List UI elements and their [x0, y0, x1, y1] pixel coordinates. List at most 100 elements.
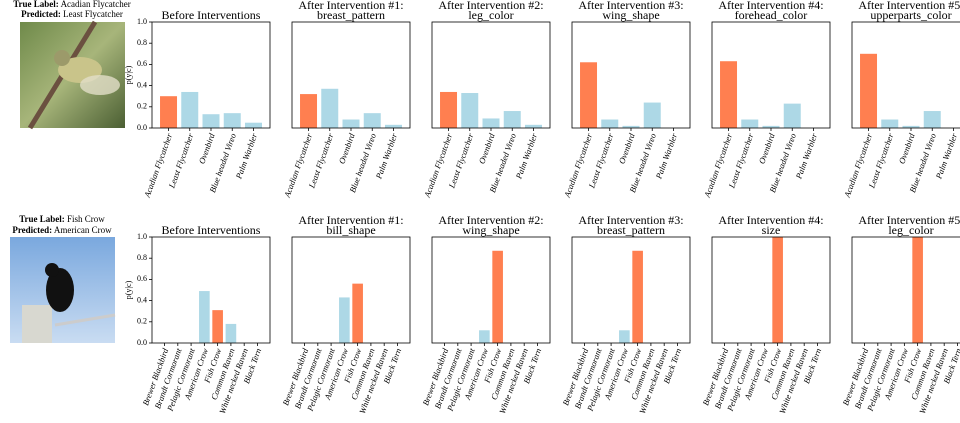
x-tick-label: Acadian Flycatcher: [841, 131, 874, 199]
bar: [902, 125, 920, 128]
y-tick-label: 0.0: [137, 123, 147, 132]
caption-key: True Label:: [19, 214, 65, 224]
chart-subtitle: forehead_color: [735, 8, 808, 22]
x-tick-label: Acadian Flycatcher: [561, 131, 594, 199]
caption-key: Predicted:: [21, 9, 61, 19]
chart-title: After Intervention #4:: [718, 213, 823, 227]
bar: [300, 94, 318, 128]
chart-title: After Intervention #5:: [858, 213, 960, 227]
bar: [352, 283, 363, 343]
chart-subtitle: upperparts_color: [870, 8, 951, 22]
bar: [741, 119, 759, 128]
bar: [225, 323, 237, 343]
x-tick-label: Palm Warbler: [513, 131, 539, 181]
y-tick-label: 0.2: [137, 317, 147, 326]
chart-title: After Intervention #5:: [858, 0, 960, 12]
plot-frame: [851, 236, 960, 344]
bar: [643, 102, 661, 128]
caption-key: True Label:: [13, 0, 59, 9]
predicted-label: Predicted: American Crow: [12, 225, 112, 235]
bar: [881, 119, 899, 128]
plot-frame: [431, 236, 551, 344]
bird-photo: [20, 20, 125, 130]
y-tick-label: 0.6: [137, 274, 147, 283]
plot-frame: [431, 21, 551, 129]
chart-title: Before Interventions: [162, 8, 261, 22]
chart-subtitle: wing_shape: [462, 223, 519, 237]
bar: [622, 125, 640, 128]
x-tick-label: Palm Warbler: [373, 131, 399, 181]
x-tick-label: Acadian Flycatcher: [281, 131, 314, 199]
bar: [440, 91, 458, 128]
chart-title: After Intervention #1:: [298, 0, 403, 12]
y-tick-label: 0.2: [137, 102, 147, 111]
bar: [772, 237, 783, 343]
bar: [762, 125, 780, 128]
x-tick-label: Ovenbird: [616, 131, 637, 165]
bar: [492, 250, 503, 343]
bar: [199, 291, 210, 343]
bar: [720, 61, 738, 128]
plot-frame: [711, 21, 831, 129]
bar: [363, 113, 381, 128]
chart-title: After Intervention #2:: [438, 0, 543, 12]
chart-title: Before Interventions: [162, 223, 261, 237]
x-tick-label: Ovenbird: [756, 131, 777, 165]
caption-value: American Crow: [54, 225, 112, 235]
chart-title: After Intervention #2:: [438, 213, 543, 227]
bar: [339, 297, 350, 343]
bar: [482, 118, 500, 128]
bar: [244, 122, 262, 128]
bar: [912, 237, 923, 343]
plot-frame: [571, 236, 691, 344]
bar: [860, 53, 878, 128]
bar: [601, 119, 619, 128]
chart-subtitle: breast_pattern: [317, 8, 385, 22]
bar: [223, 113, 241, 128]
y-tick-label: 0.8: [137, 38, 147, 47]
plot-frame: [151, 21, 271, 129]
bird-photo: [10, 237, 116, 343]
y-tick-label: 0.0: [137, 338, 147, 347]
y-axis-label: p(y|c): [124, 65, 133, 84]
plot-frame: [291, 236, 411, 344]
x-tick-label: Palm Warbler: [653, 131, 679, 181]
bar: [619, 330, 630, 343]
x-tick-label: Acadian Flycatcher: [701, 131, 734, 199]
x-tick-label: Palm Warbler: [793, 131, 819, 181]
plot-frame: [711, 236, 831, 344]
caption-value: Least Flycatcher: [63, 9, 123, 19]
bar: [342, 119, 360, 128]
true-label: True Label: Fish Crow: [19, 214, 105, 224]
x-tick-label: Acadian Flycatcher: [421, 131, 454, 199]
bar: [181, 91, 199, 128]
bar: [212, 310, 223, 343]
bar: [580, 62, 598, 128]
chart-subtitle: leg_color: [888, 223, 933, 237]
bar: [384, 124, 402, 128]
chart-subtitle: leg_color: [468, 8, 513, 22]
x-tick-label: Ovenbird: [476, 131, 497, 165]
plot-frame: [291, 21, 411, 129]
bar: [461, 93, 479, 128]
chart-subtitle: breast_pattern: [597, 223, 665, 237]
y-tick-label: 0.4: [137, 295, 147, 304]
y-tick-label: 0.6: [137, 59, 147, 68]
bar: [321, 88, 339, 128]
bar: [202, 114, 220, 128]
y-tick-label: 1.0: [137, 232, 147, 241]
chart-title: After Intervention #1:: [298, 213, 403, 227]
bar: [632, 250, 643, 343]
x-tick-label: Palm Warbler: [233, 131, 259, 181]
x-tick-label: Acadian Flycatcher: [141, 131, 174, 199]
caption-key: Predicted:: [12, 225, 52, 235]
bar: [160, 96, 178, 128]
bar: [524, 124, 542, 128]
chart-title: After Intervention #3:: [578, 0, 683, 12]
x-tick-label: Palm Warbler: [933, 131, 959, 181]
chart-subtitle: wing_shape: [602, 8, 659, 22]
x-tick-label: Ovenbird: [196, 131, 217, 165]
plot-frame: [571, 21, 691, 129]
plot-frame: [151, 236, 271, 344]
